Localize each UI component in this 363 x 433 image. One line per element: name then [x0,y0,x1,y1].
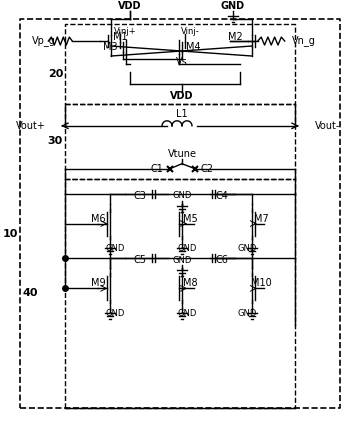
Text: GND: GND [172,256,192,265]
Text: GND: GND [172,191,192,200]
Text: 30: 30 [48,136,63,146]
Text: 10: 10 [3,229,18,239]
Text: C6: C6 [216,255,228,265]
Text: GND: GND [221,1,245,11]
Text: M7: M7 [254,213,269,223]
Text: M2: M2 [228,32,243,42]
Text: Vinj-: Vinj- [181,26,199,36]
Text: 20: 20 [48,69,63,79]
Text: VDD: VDD [170,91,194,101]
Text: C4: C4 [216,191,228,200]
Text: GND: GND [237,309,257,318]
Text: VDD: VDD [118,1,142,11]
Text: GND: GND [177,244,197,253]
Text: GND: GND [106,244,125,253]
Text: GND: GND [106,309,125,318]
Text: M5: M5 [183,213,197,223]
Text: C5: C5 [134,255,147,265]
Text: M6: M6 [91,213,106,223]
Text: Vout+: Vout+ [16,121,45,131]
Text: M3: M3 [103,42,118,52]
Text: Vout-: Vout- [315,121,340,131]
Text: Vn_g: Vn_g [292,36,315,46]
Text: Vtune: Vtune [167,149,196,159]
Text: M1: M1 [113,32,127,42]
Text: C1: C1 [151,164,163,174]
Text: C2: C2 [200,164,213,174]
Text: M8: M8 [183,278,197,288]
Text: C3: C3 [134,191,147,200]
Text: L1: L1 [176,109,188,119]
Text: M4: M4 [185,42,200,52]
Text: M9: M9 [91,278,106,288]
Text: M10: M10 [252,278,272,288]
Text: Vinj+: Vinj+ [114,26,136,36]
Text: 40: 40 [23,288,38,298]
Text: Vp_g: Vp_g [32,36,56,46]
Text: Vs: Vs [176,57,188,67]
Text: GND: GND [177,309,197,318]
Text: GND: GND [237,244,257,253]
